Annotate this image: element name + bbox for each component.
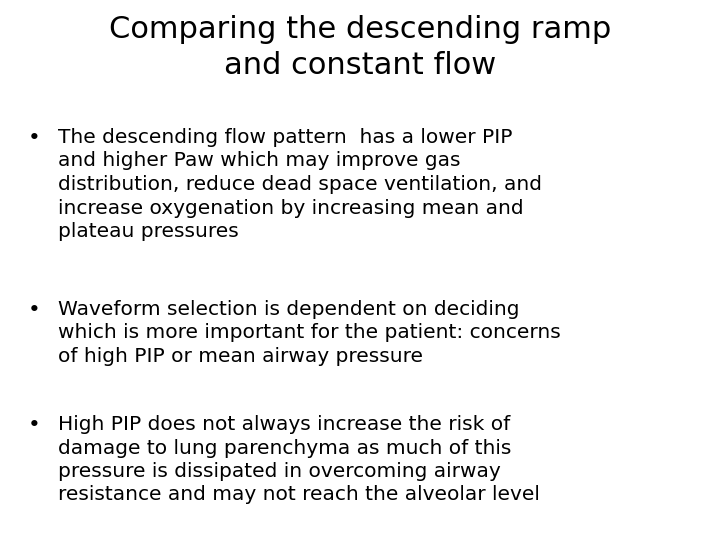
Text: •: • xyxy=(28,128,41,148)
Text: Comparing the descending ramp
and constant flow: Comparing the descending ramp and consta… xyxy=(109,15,611,80)
Text: Waveform selection is dependent on deciding
which is more important for the pati: Waveform selection is dependent on decid… xyxy=(58,300,561,366)
Text: •: • xyxy=(28,415,41,435)
Text: The descending flow pattern  has a lower PIP
and higher Paw which may improve ga: The descending flow pattern has a lower … xyxy=(58,128,542,241)
Text: •: • xyxy=(28,300,41,320)
Text: High PIP does not always increase the risk of
damage to lung parenchyma as much : High PIP does not always increase the ri… xyxy=(58,415,540,504)
